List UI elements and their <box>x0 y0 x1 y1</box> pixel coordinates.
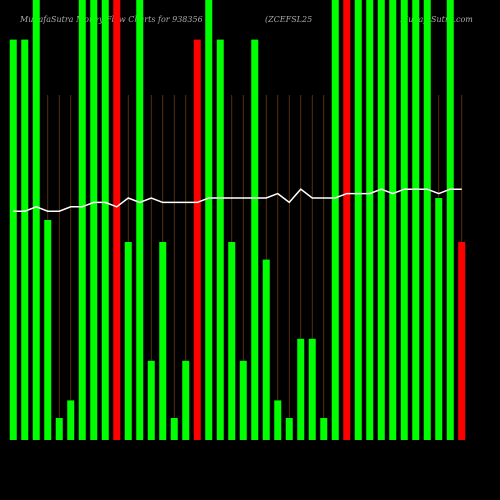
bar <box>320 418 328 440</box>
bar <box>412 0 420 440</box>
bar <box>389 0 397 440</box>
bar <box>159 242 167 440</box>
bar <box>216 39 224 440</box>
bar <box>9 39 17 440</box>
bar <box>285 418 293 440</box>
bar <box>55 418 63 440</box>
bar <box>239 360 247 440</box>
bar <box>377 0 385 440</box>
chart-subtitle: (ZCEFSL25 <box>265 15 312 24</box>
bar <box>274 400 282 440</box>
bar <box>170 418 178 440</box>
bar <box>193 39 201 440</box>
bar <box>446 0 454 440</box>
bar <box>101 0 109 440</box>
bar <box>331 0 339 440</box>
bar <box>113 0 121 440</box>
bar <box>262 259 270 440</box>
bar <box>182 360 190 440</box>
bar <box>343 0 351 440</box>
bar <box>435 198 443 440</box>
bar <box>124 242 132 440</box>
bar <box>366 0 374 440</box>
chart-title: MunafaSutra Money Flow Charts for 938356 <box>19 15 203 24</box>
bar <box>21 39 29 440</box>
line <box>13 188 462 212</box>
bar <box>297 338 305 440</box>
bar <box>458 242 466 440</box>
bar <box>32 0 40 440</box>
bar <box>308 338 316 440</box>
bar <box>136 0 144 440</box>
bar <box>44 220 52 440</box>
bar <box>67 400 75 440</box>
bar <box>90 0 98 440</box>
bar <box>78 0 86 440</box>
bar <box>400 0 408 440</box>
bar <box>251 39 259 440</box>
bar <box>205 0 213 440</box>
bar <box>147 360 155 440</box>
bar <box>354 0 362 440</box>
chart-credit: MunafaSutra.com <box>399 15 473 24</box>
bar <box>423 0 431 440</box>
bar <box>228 242 236 440</box>
